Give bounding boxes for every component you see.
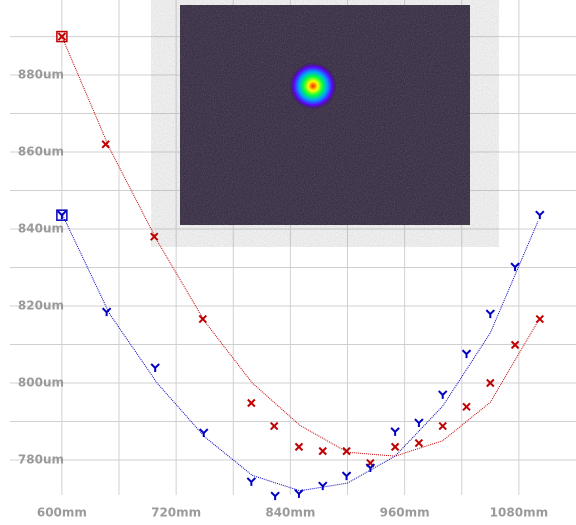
- data-point: [294, 442, 304, 452]
- marker-stroke: [247, 398, 256, 408]
- marker-stroke: [101, 307, 112, 317]
- data-point: [246, 477, 257, 486]
- marker-stroke: [57, 210, 67, 220]
- marker-stroke: [150, 232, 159, 241]
- y-tick-label: 800um: [18, 375, 64, 389]
- y-tick-label: 820um: [18, 299, 64, 313]
- marker-stroke: [462, 402, 471, 412]
- y-tick-label: 860um: [18, 145, 64, 159]
- marker-stroke: [510, 340, 520, 350]
- fit-curve: [61, 213, 539, 492]
- marker-stroke: [438, 421, 447, 431]
- data-point: [101, 140, 110, 149]
- data-point: [461, 349, 472, 359]
- marker-stroke: [269, 421, 279, 431]
- data-point: [199, 428, 209, 438]
- marker-stroke: [198, 314, 207, 324]
- marker-stroke: [57, 32, 67, 41]
- marker-stroke: [341, 471, 352, 481]
- data-point: [485, 309, 496, 319]
- data-point: [150, 232, 159, 241]
- data-point: [56, 209, 68, 221]
- x-tick-label: 960mm: [380, 506, 430, 520]
- data-point: [535, 210, 545, 220]
- data-point: [510, 262, 520, 272]
- data-point: [438, 390, 448, 399]
- data-point: [414, 438, 424, 448]
- x-tick-label: 1080mm: [490, 506, 548, 520]
- data-point: [247, 398, 256, 408]
- data-point: [365, 463, 376, 473]
- y-tick-label: 780um: [18, 452, 64, 466]
- x-tick-label: 840mm: [265, 506, 315, 520]
- data-point: [269, 421, 279, 431]
- data-point: [318, 446, 327, 456]
- data-point: [535, 314, 545, 324]
- marker-stroke: [438, 390, 448, 399]
- y-tick-label: 840um: [18, 222, 64, 236]
- marker-stroke: [414, 418, 424, 428]
- data-point: [101, 307, 112, 317]
- x-tick-label: 720mm: [151, 506, 201, 520]
- data-point: [390, 442, 400, 452]
- data-point: [510, 340, 520, 350]
- y-tick-label: 880um: [18, 68, 64, 82]
- marker-stroke: [150, 363, 160, 372]
- data-point: [414, 418, 424, 428]
- marker-stroke: [365, 463, 376, 473]
- data-point: [341, 471, 352, 481]
- data-point: [438, 421, 447, 431]
- data-point: [462, 402, 471, 412]
- marker-stroke: [318, 481, 328, 491]
- marker-stroke: [535, 314, 545, 324]
- data-point: [486, 378, 495, 388]
- point-box: [56, 209, 68, 221]
- marker-stroke: [485, 309, 496, 319]
- marker-stroke: [294, 489, 304, 498]
- marker-stroke: [246, 477, 257, 486]
- marker-stroke: [294, 442, 304, 452]
- marker-stroke: [342, 446, 351, 456]
- data-point: [270, 491, 280, 501]
- data-point: [342, 446, 351, 456]
- marker-stroke: [486, 378, 495, 388]
- marker-stroke: [318, 446, 327, 456]
- data-point: [294, 489, 304, 498]
- data-point: [198, 314, 207, 324]
- marker-stroke: [270, 491, 280, 501]
- data-point: [56, 30, 68, 43]
- marker-stroke: [101, 140, 110, 149]
- data-point: [318, 481, 328, 491]
- point-box: [56, 30, 68, 43]
- data-point: [150, 363, 160, 372]
- marker-stroke: [199, 428, 209, 438]
- data-point: [390, 427, 400, 436]
- marker-stroke: [390, 427, 400, 436]
- x-tick-label: 600mm: [37, 506, 87, 520]
- marker-stroke: [535, 210, 545, 220]
- marker-stroke: [390, 442, 400, 452]
- marker-stroke: [414, 438, 424, 448]
- marker-stroke: [461, 349, 472, 359]
- marker-stroke: [510, 262, 520, 272]
- beam-image: [180, 5, 470, 225]
- fit-curve: [61, 36, 539, 457]
